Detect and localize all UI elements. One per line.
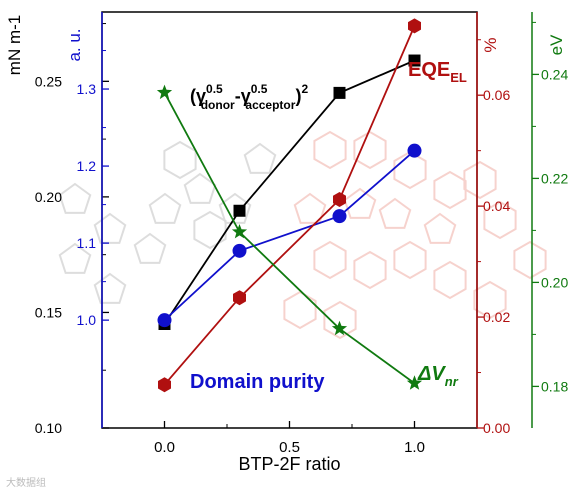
data-point-star [406,375,423,390]
molecule-ring [463,160,497,200]
molecule-ring [483,200,517,240]
molecule-ring [283,290,317,330]
y-tick-label: 0.00 [483,420,510,436]
y-axis-title: mN m-1 [5,15,24,75]
y-tick-label: 0.25 [35,73,62,89]
data-point-hexagon [158,377,171,393]
molecule-ring [313,130,347,170]
molecule-ring [163,140,197,180]
data-point-hexagon [408,18,421,34]
annotation-domain-purity: Domain purity [190,371,325,393]
annotation-surface-tension: (γ0.5 donor-γ0.5 acceptor)2 [190,82,308,112]
series-line [163,25,416,386]
x-tick-label: 1.0 [404,439,425,456]
data-point-hexagon [233,290,246,306]
molecule-ring [378,197,412,229]
x-axis-title: BTP-2F ratio [238,454,340,474]
x-tick-label: 0.5 [279,439,300,456]
y-tick-label: 0.10 [35,420,62,436]
data-point-square [408,54,421,67]
y-tick-label: 1.1 [77,235,97,251]
series-line [163,150,416,321]
molecule-ring [433,260,467,300]
molecule-ring [433,170,467,210]
y-tick-label: 0.18 [541,378,568,394]
molecule-ring [353,130,387,170]
molecule-ring [323,300,357,340]
molecule-ring [58,242,92,274]
y-tick-label: 0.22 [541,170,568,186]
data-point-circle [232,243,247,258]
x-tick-label: 0.0 [154,439,175,456]
data-point-star [156,84,173,100]
data-point-star [231,224,248,239]
y-axis-mN: 0.10 0.15 0.20 0.25 mN m-1 [5,15,109,436]
data-point-square [333,86,346,99]
series-line [163,59,415,325]
molecule-ring [313,240,347,280]
y-axis-title: a. u. [65,28,84,61]
y-tick-label: 1.0 [77,312,97,328]
molecule-ring [93,212,127,244]
y-tick-label: 0.02 [483,309,510,325]
molecule-ring [243,142,277,174]
molecule-ring [353,250,387,290]
y-axis-pct: 0.00 0.02 0.04 0.06% [476,12,510,436]
molecule-ring [473,280,507,320]
series-line [163,92,416,385]
y-tick-label: 0.20 [541,274,568,290]
molecule-ring [93,272,127,304]
y-tick-label: 0.20 [35,189,62,205]
molecule-ring [133,232,167,264]
y-tick-label: 1.2 [77,158,97,174]
molecule-ring [393,150,427,190]
data-point-star [331,320,348,336]
y-tick-label: 0.15 [35,304,62,320]
y-axis-title: eV [547,34,566,55]
annotation-eqe-el: EQEEL [408,59,467,85]
y-tick-label: 0.04 [483,198,510,214]
y-tick-label: 0.24 [541,66,568,82]
molecule-ring [393,240,427,280]
watermark-text: 大数据组 [6,478,46,489]
y-axis-ev: 0.18 0.20 0.22 0.24 eV [531,12,568,428]
molecule-ring [343,187,377,219]
molecule-ring [293,192,327,224]
y-axis-au: 1.0 1.1 1.2 1.3 a. u. [65,12,109,428]
y-tick-label: 1.3 [77,81,97,97]
molecule-ring [423,212,457,244]
data-point-circle [157,313,172,328]
y-tick-label: 0.06 [483,87,510,103]
y-axis-title: % [481,37,500,52]
molecule-ring [148,192,182,224]
data-point-square [233,204,246,217]
molecule-ring [513,240,547,280]
data-point-hexagon [333,192,346,207]
data-point-circle [407,143,422,158]
molecule-ring [193,210,227,250]
data-point-circle [332,209,347,224]
molecule-ring [58,182,92,214]
annotation-delta-vnr: ΔVnr [417,363,459,389]
